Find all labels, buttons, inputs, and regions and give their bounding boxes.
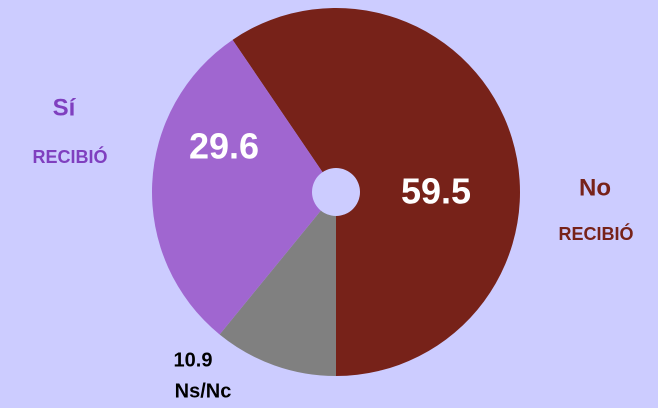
value-label: 29.6 xyxy=(189,126,259,167)
category-sublabel: RECIBIÓ xyxy=(32,146,107,167)
category-label: Ns/Nc xyxy=(175,380,232,402)
value-label: 10.9 xyxy=(174,349,213,371)
slice xyxy=(232,8,520,377)
category-label: No xyxy=(579,174,611,201)
slice xyxy=(219,192,336,376)
donut-hole xyxy=(312,168,360,216)
category-sublabel: RECIBIÓ xyxy=(558,223,633,244)
slices xyxy=(151,8,520,377)
slice xyxy=(151,39,336,335)
value-label: 59.5 xyxy=(401,171,471,212)
category-label: Sí xyxy=(53,94,77,121)
